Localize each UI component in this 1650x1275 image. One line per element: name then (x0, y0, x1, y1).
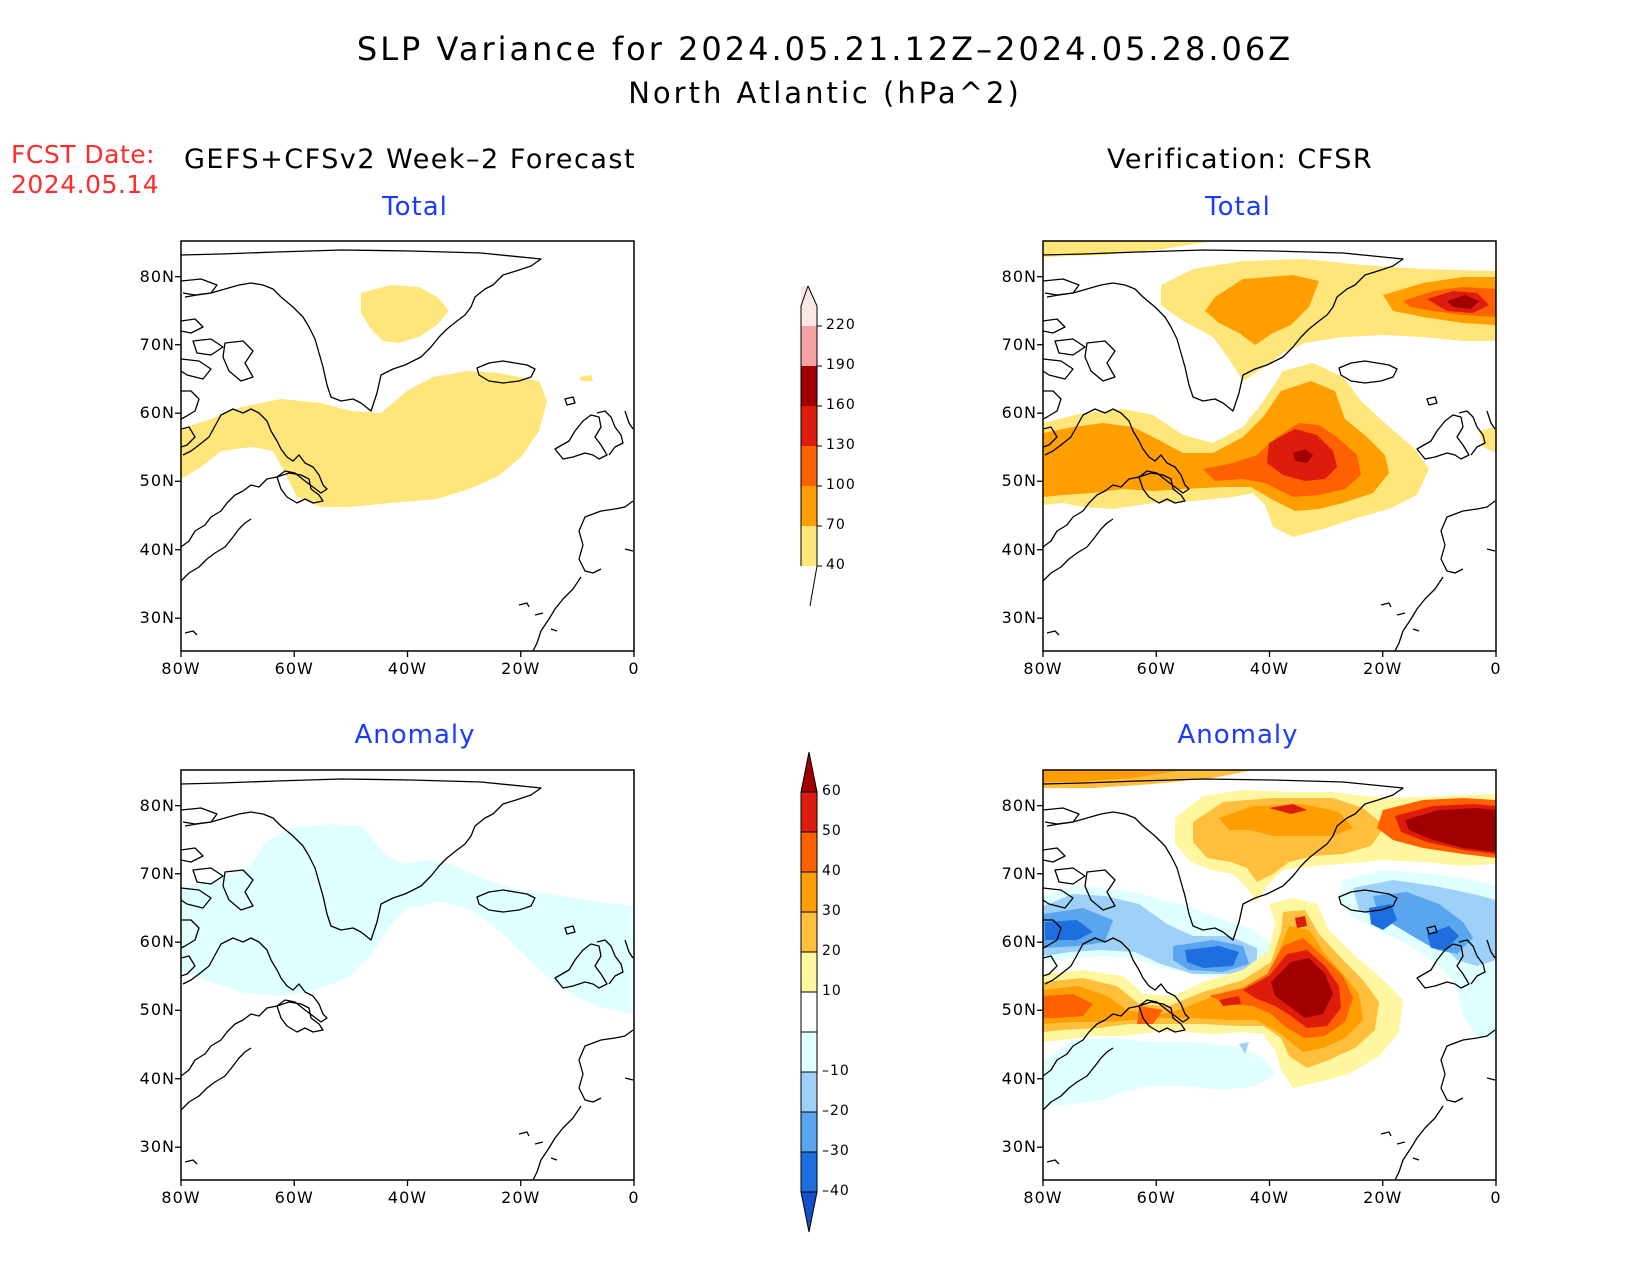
verif-anom-lat-label: 30N (1001, 1137, 1037, 1157)
verification-anomaly-title: Anomaly (1177, 720, 1299, 750)
verif-total-lat-label: 60N (1001, 403, 1037, 423)
cbar-total-190-220 (801, 326, 817, 366)
verif-anom-lat-label: 80N (1001, 795, 1037, 815)
fcst-anom-lat-label: 40N (139, 1068, 175, 1088)
cbar-anomaly-label: 20 (822, 943, 842, 959)
fcst-anom-lat-label: 50N (139, 1000, 175, 1020)
verification-header: Verification: CFSR (1107, 144, 1374, 175)
verif-anom-lat-label: 40N (1001, 1068, 1037, 1088)
fcst-total-blob-greenland (361, 285, 449, 343)
cbar-anomaly-label: 30 (822, 903, 842, 919)
verif-anom-lat-label: 50N (1001, 1000, 1037, 1020)
cbar-anomaly-label: –10 (822, 1063, 850, 1079)
fcst-total-lon-label: 60W (274, 659, 314, 678)
verif-total-lon-label: 40W (1249, 659, 1290, 678)
cbar-anomaly-label: 50 (822, 823, 842, 839)
verif-anom-lon-label: 20W (1363, 1188, 1403, 1207)
verif-anom-lon-label: 60W (1136, 1188, 1176, 1207)
fcst-total-lat-label: 60N (139, 403, 175, 423)
cbar-anomaly-label: –20 (822, 1103, 850, 1119)
cbar-total-label: 70 (826, 517, 846, 533)
forecast-date-block: FCST Date: 2024.05.14 (11, 140, 159, 200)
verif-anom-lon-label: 0 (1490, 1188, 1502, 1207)
colorbar-total (800, 285, 822, 607)
verif-total-lat-label: 70N (1001, 334, 1037, 354)
colorbar-anomaly (800, 751, 818, 1233)
forecast-anomaly-map (180, 769, 635, 1181)
fcst-total-lat-label: 50N (139, 471, 175, 491)
cbar-total-label: 220 (826, 317, 856, 333)
forecast-date-value: 2024.05.14 (11, 170, 160, 199)
fcst-anom-lat-label: 80N (139, 795, 175, 815)
cbar-anomaly-label: –30 (822, 1143, 850, 1159)
fcst-anom-lon-label: 80W (161, 1188, 201, 1207)
fcst-anom-lon-label: 60W (274, 1188, 314, 1207)
verification-anomaly-map (1042, 769, 1497, 1181)
fcst-total-blob-atlantic (181, 371, 547, 507)
verif-total-lat-label: 80N (1001, 266, 1037, 286)
cbar-total-label: 160 (826, 397, 856, 413)
cbar-total-label: 190 (826, 357, 856, 373)
fcst-anom-cyan-area (181, 824, 634, 1014)
cbar-anomaly-label: 40 (822, 863, 842, 879)
fcst-total-lon-label: 40W (387, 659, 428, 678)
cbar-total-40-70 (801, 526, 817, 566)
forecast-date-label: FCST Date: (11, 140, 156, 169)
verif-total-lat-label: 30N (1001, 608, 1037, 628)
fcst-total-lat-label: 30N (139, 608, 175, 628)
verif-total-lat-label: 50N (1001, 471, 1037, 491)
fcst-anom-lat-label: 70N (139, 863, 175, 883)
verif-total-lon-label: 20W (1363, 659, 1403, 678)
cbar-total-70-100 (801, 486, 817, 526)
forecast-total-map (180, 240, 635, 652)
verif-total-lon-label: 80W (1023, 659, 1063, 678)
cbar-total-label: 100 (826, 477, 856, 493)
verif-anom-lat-label: 70N (1001, 863, 1037, 883)
forecast-anomaly-title: Anomaly (354, 720, 476, 750)
forecast-total-title: Total (382, 192, 448, 222)
verif-anom-lon-label: 40W (1249, 1188, 1290, 1207)
cbar-total-100-130 (801, 446, 817, 486)
fcst-anom-lon-label: 0 (628, 1188, 640, 1207)
verif-anom-lon-label: 80W (1023, 1188, 1063, 1207)
main-title: SLP Variance for 2024.05.21.12Z–2024.05.… (356, 30, 1294, 68)
verification-total-map (1042, 240, 1497, 652)
verification-total-title: Total (1205, 192, 1271, 222)
fcst-anom-lat-label: 60N (139, 932, 175, 952)
fcst-total-lon-label: 20W (501, 659, 541, 678)
cbar-total-label: 40 (826, 557, 846, 573)
verif-anom-lat-label: 60N (1001, 932, 1037, 952)
cbar-anomaly-label: 10 (822, 983, 842, 999)
fcst-anom-lat-label: 30N (139, 1137, 175, 1157)
main-subtitle: North Atlantic (hPa^2) (628, 76, 1022, 110)
fcst-total-lat-label: 70N (139, 334, 175, 354)
fcst-anom-lon-label: 40W (387, 1188, 428, 1207)
verif-total-lon-label: 60W (1136, 659, 1176, 678)
verif-total-lat-label: 40N (1001, 539, 1037, 559)
verif-total-lon-label: 0 (1490, 659, 1502, 678)
fcst-total-lon-label: 0 (628, 659, 640, 678)
forecast-header: GEFS+CFSv2 Week–2 Forecast (184, 144, 637, 175)
fcst-total-lat-label: 80N (139, 266, 175, 286)
fcst-anom-lon-label: 20W (501, 1188, 541, 1207)
fcst-total-lat-label: 40N (139, 539, 175, 559)
axis-ticks (175, 276, 1497, 1186)
cbar-total-130-160 (801, 406, 817, 446)
cbar-total-160-190 (801, 366, 817, 406)
cbar-anomaly-label: –40 (822, 1183, 850, 1199)
fcst-total-lon-label: 80W (161, 659, 201, 678)
cbar-anomaly-label: 60 (822, 783, 842, 799)
cbar-total-label: 130 (826, 437, 856, 453)
